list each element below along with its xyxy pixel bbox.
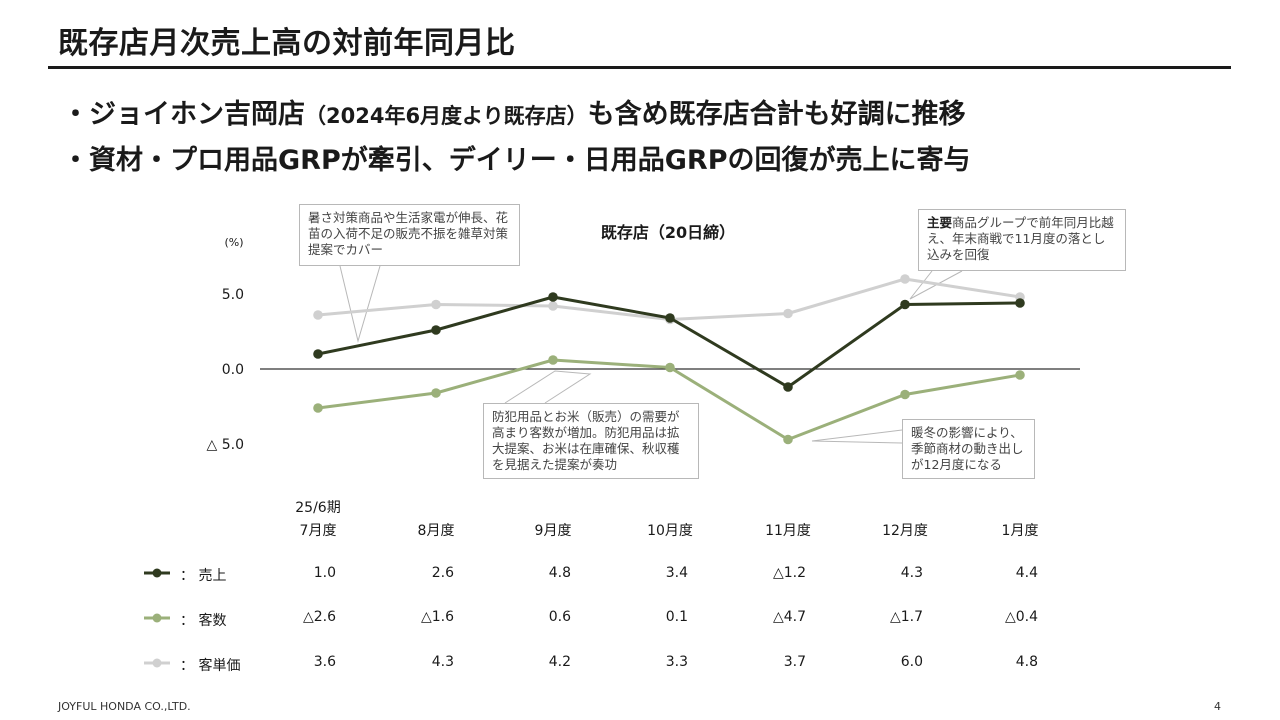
data-table-value: 4.3: [432, 654, 454, 670]
data-table-value: △2.6: [303, 609, 336, 625]
series-point-1: [313, 349, 323, 359]
y-tick-label: 0.0: [222, 362, 244, 378]
callout-year-end-bold: 主要: [927, 215, 953, 230]
data-table-value: 3.7: [784, 654, 806, 670]
legend-customers-label: ： 客数: [180, 610, 226, 630]
data-table-value: 3.3: [666, 654, 688, 670]
data-table-value: 4.4: [1016, 565, 1038, 581]
bullet-1-rest: も含め既存店合計も好調に推移: [587, 99, 966, 130]
data-table-value: 4.8: [549, 565, 571, 581]
series-point-2: [548, 355, 558, 365]
bullet-1-note: （2024年6月度より既存店）: [305, 104, 588, 128]
series-point-1: [783, 382, 793, 392]
series-line-1: [317, 295, 1021, 389]
legend-separator: ：: [180, 568, 194, 584]
series-point-1: [900, 299, 910, 310]
callout-year-end-pointer: [909, 270, 963, 300]
data-table-value: △1.2: [773, 565, 806, 581]
period-label: 25/6期: [295, 500, 340, 516]
legend-avg-spend-name: 客単価: [198, 658, 241, 674]
bullet-1: ・ジョイホン吉岡店（2024年6月度より既存店）も含め既存店合計も好調に推移: [62, 92, 966, 131]
y-tick-label: 5.0: [222, 287, 244, 303]
series-point-1: [431, 325, 441, 335]
legend-separator: ：: [180, 613, 194, 629]
callout-warm-winter-pointer: [811, 429, 903, 444]
data-table-value: 0.1: [666, 609, 688, 625]
series-point-2: [1015, 370, 1025, 380]
legend-avg-spend: ： 客単価: [142, 653, 282, 675]
data-table-value: △1.6: [421, 609, 454, 625]
footer-company: JOYFUL HONDA CO.,LTD.: [58, 700, 191, 713]
series-point-2: [783, 434, 793, 445]
callout-security-text: 防犯用品とお米（販売）の需要が高まり客数が増加。防犯用品は拡大提案、お米は在庫確…: [492, 409, 680, 472]
data-table-value: 4.3: [901, 565, 923, 581]
legend-avg-spend-label: ： 客単価: [180, 655, 240, 675]
series-point-3: [431, 299, 441, 310]
callout-summer-pointer: [339, 265, 381, 343]
legend-sales: ： 売上: [142, 563, 282, 585]
legend-sales-name: 売上: [198, 568, 227, 584]
bullet-1-main: ・ジョイホン吉岡店: [62, 99, 305, 130]
callout-summer: 暑さ対策商品や生活家電が伸長、花苗の入荷不足の販売不振を雑草対策提案でカバー: [299, 204, 520, 266]
x-category-label: 11月度: [765, 523, 811, 539]
callout-summer-text: 暑さ対策商品や生活家電が伸長、花苗の入荷不足の販売不振を雑草対策提案でカバー: [308, 210, 509, 257]
callout-year-end-text: 商品グループで前年同月比越え、年末商戦で11月度の落とし込みを回復: [927, 215, 1114, 262]
data-table-value: △0.4: [1005, 609, 1038, 625]
series-point-1: [548, 292, 558, 302]
y-unit-label: (%): [224, 236, 243, 249]
legend-sales-marker: [144, 568, 170, 578]
legend-avg-spend-marker: [144, 658, 170, 668]
series-point-3: [783, 308, 793, 319]
page-title: 既存店月次売上高の対前年同月比: [58, 26, 516, 61]
data-table-value: 0.6: [549, 609, 571, 625]
data-table-value: △1.7: [890, 609, 923, 625]
callout-warm-winter-text: 暖冬の影響により、季節商材の動き出しが12月度になる: [911, 425, 1024, 472]
series-point-3: [313, 310, 323, 320]
x-category-label: 1月度: [1002, 523, 1039, 539]
callout-warm-winter: 暖冬の影響により、季節商材の動き出しが12月度になる: [902, 419, 1035, 479]
page-number: 4: [1214, 700, 1221, 713]
callout-year-end: 主要商品グループで前年同月比越え、年末商戦で11月度の落とし込みを回復: [918, 209, 1126, 271]
series-point-2: [431, 388, 441, 398]
data-table-value: 3.4: [666, 565, 688, 581]
x-category-label: 10月度: [647, 523, 693, 539]
bullet-2-main: ・資材・プロ用品GRPが牽引、デイリー・日用品GRPの回復が売上に寄与: [62, 145, 971, 176]
x-category-label: 9月度: [535, 523, 572, 539]
data-table-value: 3.6: [314, 654, 336, 670]
callout-security-pointer: [504, 370, 592, 404]
legend-separator: ：: [180, 658, 194, 674]
data-table-value: 2.6: [432, 565, 454, 581]
legend-sales-label: ： 売上: [180, 565, 226, 585]
title-underline: [48, 66, 1231, 69]
data-table-value: 6.0: [901, 654, 923, 670]
x-category-label: 8月度: [418, 523, 455, 539]
series-point-1: [1015, 298, 1025, 308]
legend-customers-marker: [144, 613, 170, 623]
legend-customers-name: 客数: [198, 613, 227, 629]
bullet-2: ・資材・プロ用品GRPが牽引、デイリー・日用品GRPの回復が売上に寄与: [62, 138, 970, 177]
series-point-2: [313, 403, 323, 413]
data-table-value: △4.7: [773, 609, 806, 625]
y-tick-label: △ 5.0: [207, 437, 244, 453]
data-table-value: 1.0: [314, 565, 336, 581]
callout-security: 防犯用品とお米（販売）の需要が高まり客数が増加。防犯用品は拡大提案、お米は在庫確…: [483, 403, 699, 479]
series-point-3: [548, 301, 558, 311]
x-category-label: 12月度: [882, 523, 928, 539]
x-category-label: 7月度: [300, 523, 337, 539]
legend-customers: ： 客数: [142, 608, 282, 630]
series-point-2: [900, 389, 910, 400]
series-point-1: [665, 313, 675, 323]
series-point-2: [665, 362, 675, 373]
data-table-value: 4.2: [549, 654, 571, 670]
chart-title: 既存店（20日締）: [601, 223, 735, 242]
data-table-value: 4.8: [1016, 654, 1038, 670]
series-point-3: [900, 274, 910, 284]
